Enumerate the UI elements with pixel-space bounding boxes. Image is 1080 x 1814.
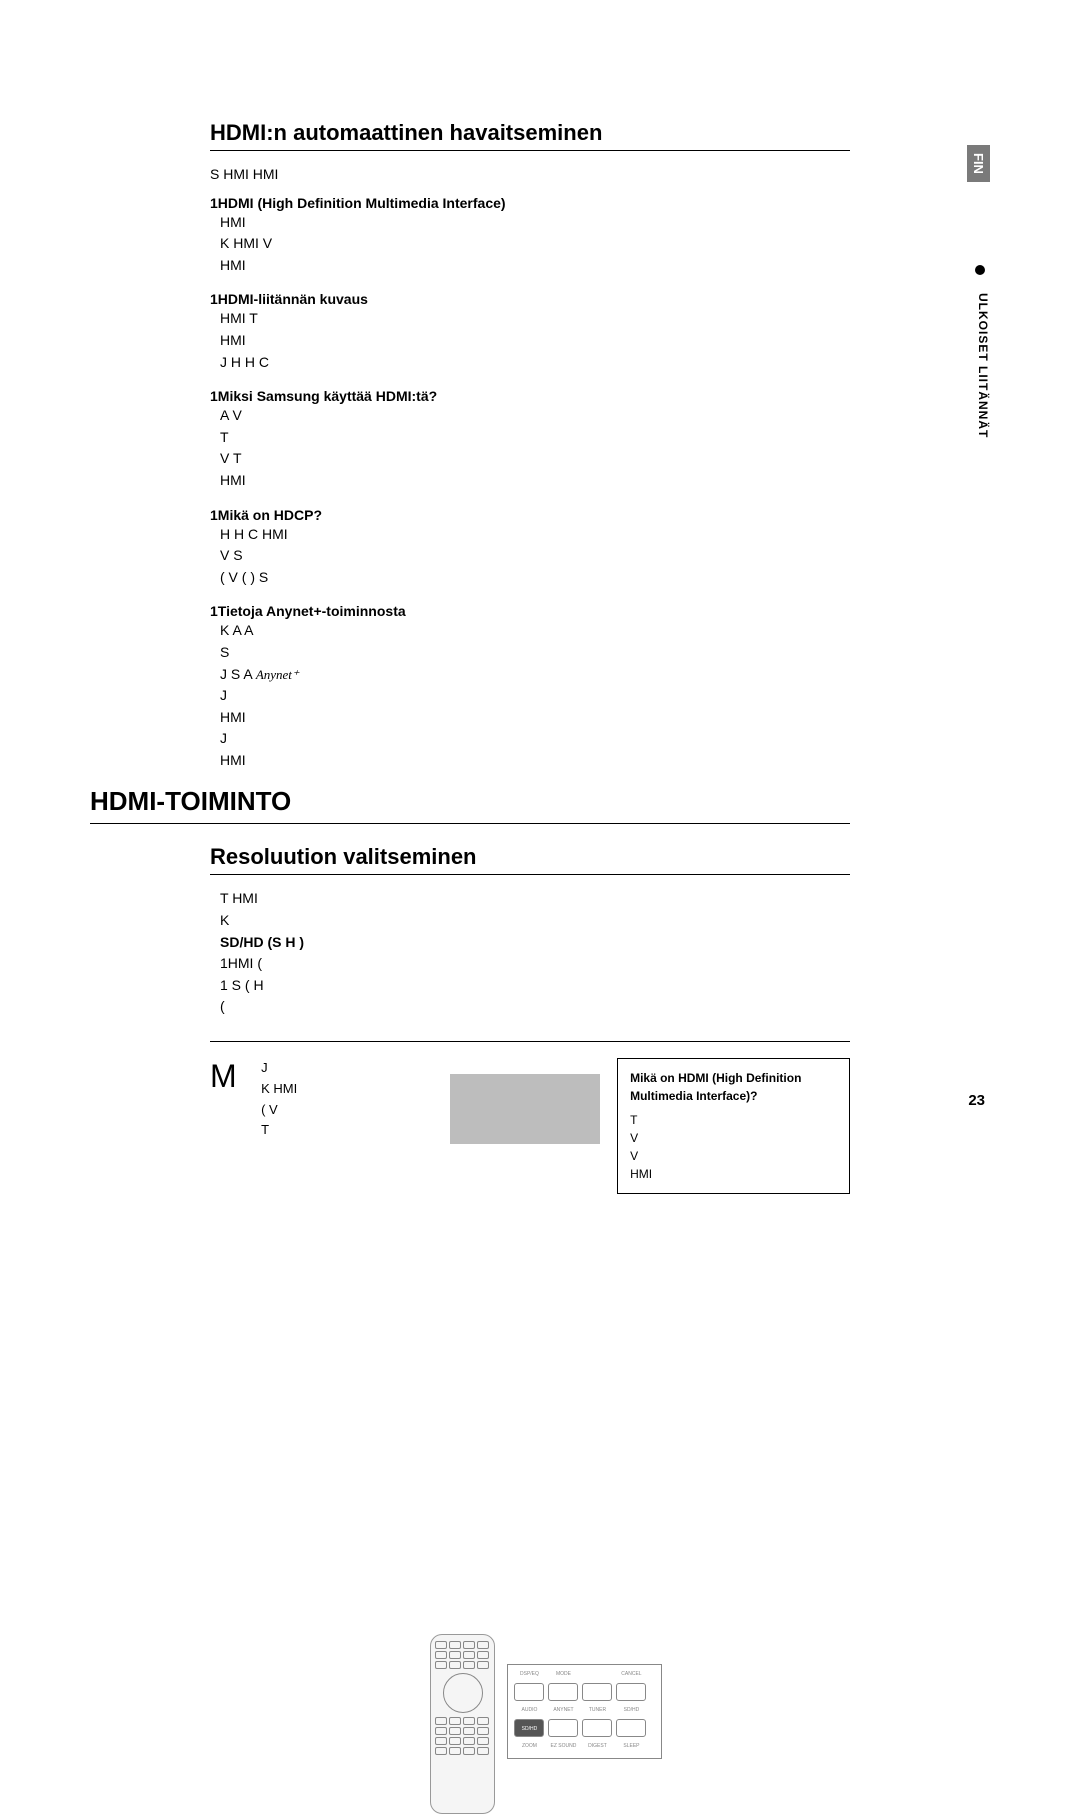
pl-3-1: EZ SOUND bbox=[548, 1743, 578, 1749]
block4-l5: J bbox=[220, 729, 850, 749]
anynet-logo: Anynet⁺ bbox=[256, 667, 299, 682]
ib-5: HMI bbox=[630, 1165, 837, 1183]
remote-diagram: DSP/EQ MODE CANCEL AUDIO ANYNET TUNER SD… bbox=[430, 1634, 670, 1814]
pl-0-1: MODE bbox=[548, 1671, 578, 1677]
s2-l1: K bbox=[220, 911, 570, 931]
ib-3: V bbox=[630, 1147, 837, 1165]
pl-1-0: AUDIO bbox=[514, 1707, 544, 1713]
s2-l6: ( bbox=[220, 997, 570, 1017]
s2-bold: SD/HD (S H ) bbox=[220, 933, 570, 953]
section-tab: ULKOISET LIITÄNNÄT bbox=[976, 285, 990, 446]
main-heading: HDMI-TOIMINTO bbox=[90, 786, 850, 824]
block3-bold: 1Mikä on HDCP? bbox=[210, 507, 850, 523]
remote-outline bbox=[430, 1634, 495, 1814]
info-box: Mikä on HDMI (High Definition Multimedia… bbox=[617, 1058, 850, 1194]
block2-l3: HMI bbox=[220, 471, 850, 491]
gray-rectangle bbox=[450, 1074, 600, 1144]
block0-bold: 1HDMI (High Definition Multimedia Interf… bbox=[210, 195, 850, 211]
section1-intro: S HMI HMI bbox=[210, 165, 850, 185]
s2-l5: 1 S ( H bbox=[220, 976, 570, 996]
block1-l1: HMI bbox=[220, 331, 850, 351]
pl-1-1: ANYNET bbox=[548, 1707, 578, 1713]
pl-0-2: CANCEL bbox=[616, 1671, 646, 1677]
block4-l3: J bbox=[220, 686, 850, 706]
ib-1: V bbox=[630, 1129, 837, 1147]
pl-3-0: ZOOM bbox=[514, 1743, 544, 1749]
language-tab: FIN bbox=[967, 145, 990, 182]
pl-1-2: TUNER bbox=[582, 1707, 612, 1713]
block1-bold: 1HDMI-liitännän kuvaus bbox=[210, 291, 850, 307]
section2-title: Resoluution valitseminen bbox=[210, 844, 850, 875]
block0-l2: HMI bbox=[220, 256, 850, 276]
sdhd-highlight: SD/HD bbox=[514, 1719, 544, 1737]
side-dot bbox=[975, 265, 985, 275]
block2-l0: A V bbox=[220, 406, 850, 426]
info-box-title: Mikä on HDMI (High Definition Multimedia… bbox=[630, 1069, 837, 1105]
s2-l3: 1HMI ( bbox=[220, 954, 570, 974]
pl-0-0: DSP/EQ bbox=[514, 1671, 544, 1677]
ib-0: T bbox=[630, 1111, 837, 1129]
block0-l1: K HMI V bbox=[220, 234, 850, 254]
pl-1-3: SD/HD bbox=[616, 1707, 646, 1713]
block3-l1: V S bbox=[220, 546, 850, 566]
button-panel: DSP/EQ MODE CANCEL AUDIO ANYNET TUNER SD… bbox=[507, 1664, 662, 1759]
page-number: 23 bbox=[968, 1092, 985, 1109]
block3-l0: H H C HMI bbox=[220, 525, 850, 545]
block1-l2: J H H C bbox=[220, 353, 850, 373]
block2-l1: T bbox=[220, 428, 850, 448]
block4-l2-text: J S A bbox=[220, 666, 252, 682]
block2-bold: 1Miksi Samsung käyttää HDMI:tä? bbox=[210, 388, 850, 404]
block3-l2: ( V ( ) S bbox=[220, 568, 850, 588]
big-m: M bbox=[210, 1058, 237, 1095]
block0-l0: HMI bbox=[220, 213, 850, 233]
pl-3-2: DIGEST bbox=[582, 1743, 612, 1749]
block4-l2: J S A Anynet⁺ bbox=[220, 665, 850, 685]
block1-l0: HMI T bbox=[220, 309, 850, 329]
section1-title: HDMI:n automaattinen havaitseminen bbox=[210, 120, 850, 151]
pl-3-3: SLEEP bbox=[616, 1743, 646, 1749]
block4-l6: HMI bbox=[220, 751, 850, 771]
block4-l0: K A A bbox=[220, 621, 850, 641]
block4-bold: 1Tietoja Anynet+-toiminnosta bbox=[210, 603, 850, 619]
divider bbox=[210, 1041, 850, 1042]
block4-l1: S bbox=[220, 643, 850, 663]
block2-l2: V T bbox=[220, 449, 850, 469]
block4-l4: HMI bbox=[220, 708, 850, 728]
s2-l0: T HMI bbox=[220, 889, 570, 909]
